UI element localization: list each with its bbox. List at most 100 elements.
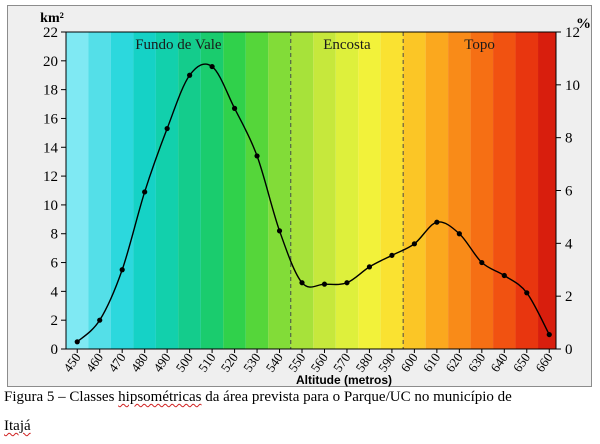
y-left-axis-label: km² [40, 11, 64, 26]
data-point [456, 231, 462, 237]
caption-misspelled-word: hipsométricas [118, 389, 202, 405]
y-right-tick-label: 8 [565, 131, 573, 147]
figure-caption-line-2: Itajá [4, 418, 31, 435]
altitude-band [155, 32, 179, 349]
x-tick-label: 490 [150, 350, 173, 375]
x-tick-label: 580 [352, 350, 375, 375]
region-label: Fundo de Vale [135, 37, 222, 53]
region-labels: Fundo de Vale Encosta Topo [135, 37, 495, 53]
y-left-tick-label: 18 [43, 83, 58, 99]
data-point [209, 63, 215, 70]
altitude-band [335, 32, 359, 349]
data-point [231, 105, 238, 111]
y-left-tick-label: 0 [51, 342, 59, 358]
x-axis-label: Altitude (metros) [296, 373, 392, 387]
altitude-band [245, 32, 269, 349]
y-left-tick-label: 8 [51, 227, 59, 243]
caption-text-start: Figura 5 – Classes [4, 389, 119, 405]
x-tick-label: 560 [307, 350, 330, 375]
data-point [411, 241, 417, 247]
data-point [321, 281, 328, 287]
y-left-tick-label: 6 [51, 256, 59, 272]
x-tick-label: 640 [487, 350, 510, 375]
altitude-color-bands [66, 32, 556, 349]
x-tick-label: 460 [83, 350, 106, 375]
y-right-tick-label: 6 [565, 184, 573, 200]
altitude-band [538, 32, 556, 349]
x-tick-label: 570 [330, 350, 353, 375]
altitude-band [290, 32, 314, 349]
figure-caption-line-1: Figura 5 – Classes hipsométricas da área… [4, 389, 512, 406]
data-point [524, 290, 530, 296]
data-point [187, 72, 193, 78]
x-tick-label: 480 [128, 350, 151, 375]
data-point [142, 189, 148, 195]
caption-text-end: da área prevista para o Parque/UC no mun… [201, 389, 512, 405]
series-markers [74, 63, 552, 345]
area-curve [76, 63, 550, 343]
y-left-tick-label: 16 [43, 111, 59, 127]
x-tick-label: 510 [195, 350, 218, 375]
hypsometric-chart: Fundo de Vale Encosta Topo 0 2 4 6 8 10 12 14 16 18… [40, 11, 591, 387]
figure-frame: Fundo de Vale Encosta Topo 0 2 4 6 8 10 12 14 16 18… [7, 5, 592, 387]
altitude-band [493, 32, 516, 349]
data-point [299, 280, 305, 286]
altitude-band [88, 32, 111, 349]
altitude-band [110, 32, 134, 349]
data-point [389, 252, 395, 258]
x-tick-label: 600 [397, 350, 420, 375]
x-tick-label: 450 [60, 350, 83, 375]
series-line [76, 63, 550, 343]
region-dividers [290, 32, 404, 349]
altitude-band [358, 32, 381, 349]
altitude-band [470, 32, 494, 349]
y-left-tick-label: 20 [43, 54, 58, 70]
altitude-band [66, 32, 89, 349]
altitude-band [448, 32, 471, 349]
data-point [74, 339, 80, 345]
y-left-tick-label: 2 [51, 313, 59, 329]
x-tick-label: 540 [263, 350, 286, 375]
x-tick-label: 610 [420, 350, 443, 375]
altitude-band [178, 32, 201, 349]
altitude-band [313, 32, 336, 349]
x-tick-label: 660 [532, 350, 555, 375]
x-tick-label: 520 [218, 350, 241, 375]
x-tick-label: 470 [105, 350, 128, 375]
region-label: Topo [464, 37, 495, 53]
y-left-tick-label: 22 [43, 25, 58, 41]
data-point [434, 219, 440, 225]
altitude-band [380, 32, 404, 349]
altitude-band [403, 32, 426, 349]
region-label: Encosta [323, 37, 371, 53]
altitude-band [200, 32, 224, 349]
y-right-axis-label: % [576, 16, 591, 32]
data-point [366, 264, 373, 270]
y-left-tick-label: 10 [43, 198, 58, 214]
altitude-band [268, 32, 291, 349]
y-right-tick-label: 0 [565, 342, 573, 358]
altitude-band [223, 32, 246, 349]
altitude-band [425, 32, 449, 349]
x-tick-label: 620 [442, 350, 465, 375]
y-left-tick-label: 12 [43, 169, 58, 185]
y-right-tick-label: 10 [565, 78, 580, 94]
x-tick-label: 550 [285, 350, 308, 375]
data-point [276, 228, 283, 234]
y-right-tick-label: 12 [565, 25, 580, 41]
axes [61, 31, 561, 353]
y-right-tick-label: 2 [565, 289, 573, 305]
data-point [164, 125, 170, 132]
x-tick-label: 530 [240, 350, 263, 375]
x-tick-label: 590 [375, 350, 398, 375]
data-point [119, 267, 125, 273]
y-left-tick-label: 14 [43, 140, 59, 156]
altitude-band [515, 32, 539, 349]
data-point [344, 280, 350, 286]
y-right-tick-label: 4 [565, 236, 573, 252]
x-tick-label: 650 [510, 350, 533, 375]
caption-place-name: Itajá [4, 418, 31, 434]
data-point [97, 317, 103, 323]
data-point [254, 153, 260, 159]
data-point [479, 259, 485, 266]
